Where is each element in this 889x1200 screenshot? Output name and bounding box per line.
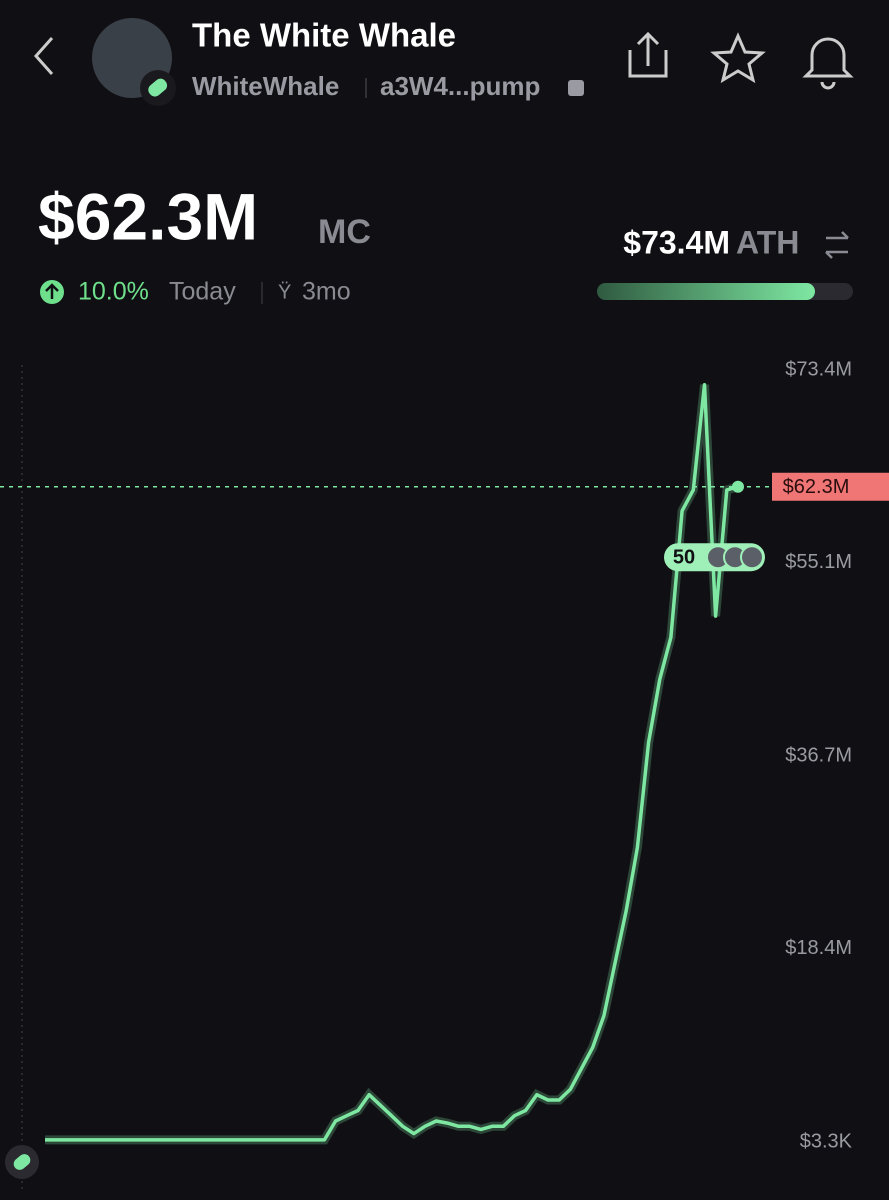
copy-icon[interactable] bbox=[568, 80, 584, 96]
market-cap-unit: MC bbox=[318, 213, 371, 251]
share-button[interactable] bbox=[628, 31, 668, 78]
up-arrow bbox=[45, 283, 59, 299]
alert-button[interactable] bbox=[802, 37, 854, 90]
y-tick-label: $55.1M bbox=[785, 551, 852, 573]
change: 10.0% bbox=[78, 278, 149, 306]
pill-icon bbox=[13, 1154, 31, 1170]
y-tick-label: $73.4M bbox=[785, 358, 852, 380]
y-tick-label: $3.3K bbox=[800, 1130, 853, 1152]
favorite-button[interactable] bbox=[710, 32, 766, 84]
pill-icon bbox=[148, 78, 168, 97]
change-period: Today bbox=[169, 278, 236, 306]
y-tick-label: $36.7M bbox=[785, 744, 852, 766]
title: The White Whale bbox=[192, 17, 456, 54]
swap-icon[interactable] bbox=[825, 231, 849, 259]
market-cap: $62.3M bbox=[38, 179, 258, 253]
current-tag bbox=[772, 472, 889, 501]
ath-progress bbox=[597, 283, 815, 300]
ath-label: ATH bbox=[736, 224, 799, 260]
ath-value: $73.4M bbox=[623, 224, 730, 260]
chart: $73.4M $55.1M $36.7M $18.4M $3.3K $62.3M 50 bbox=[0, 358, 889, 1152]
sprout-icon: Ÿ bbox=[278, 281, 291, 303]
back-button[interactable] bbox=[33, 37, 54, 75]
age: 3mo bbox=[302, 278, 351, 306]
holder-avatar bbox=[740, 545, 764, 570]
ticker: WhiteWhale bbox=[192, 71, 339, 101]
current-dot bbox=[732, 480, 744, 493]
address[interactable]: a3W4...pump bbox=[380, 71, 540, 101]
y-tick-label: $18.4M bbox=[785, 937, 852, 959]
price-line bbox=[45, 382, 739, 1142]
holders-count: 50 bbox=[673, 547, 695, 569]
current-label: $62.3M bbox=[783, 476, 850, 498]
